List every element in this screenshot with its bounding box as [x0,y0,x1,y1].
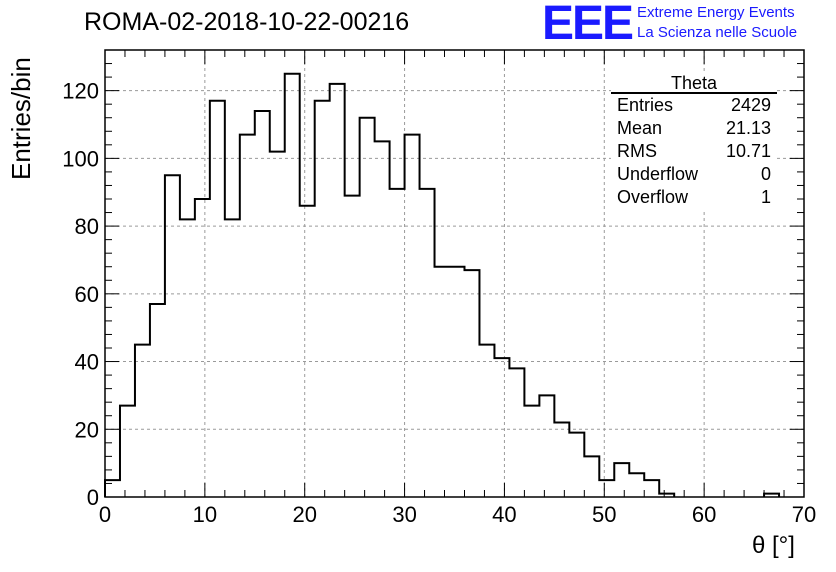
histogram-bin [479,345,494,497]
histogram-bin [599,480,614,497]
logo-line-1: Extreme Energy Events [637,4,795,21]
x-tick-label: 40 [492,502,516,527]
histogram-bin [569,433,584,497]
histogram-bin [165,175,180,497]
histogram-bin [150,304,165,497]
logo-line-2: La Scienza nelle Scuole [637,24,798,41]
stats-row-overflow: Overflow 1 [611,186,777,209]
histogram-bin [300,206,315,497]
histogram-bin [240,135,255,497]
histogram-bin [435,267,450,497]
histogram-bin [285,74,300,497]
histogram-bin [180,219,195,497]
logo-caption: Extreme Energy Events La Scienza nelle S… [637,3,797,43]
histogram-bin [614,463,629,497]
histogram-bin [135,345,150,497]
stats-label: Overflow [617,187,689,207]
y-tick-label: 40 [75,350,99,375]
y-axis-label: Entries/bin [6,57,36,180]
stats-row-underflow: Underflow 0 [611,163,777,186]
y-tick-label: 60 [75,282,99,307]
histogram-bin [450,267,465,497]
stats-value: 0 [760,164,771,184]
stats-title: Theta [611,74,777,94]
histogram-bin [105,480,120,497]
histogram-bin [524,406,539,497]
stats-value: 21.13 [725,118,771,138]
histogram-bin [195,199,210,497]
stats-label: Underflow [617,164,699,184]
x-tick-label: 20 [292,502,316,527]
stats-row-rms: RMS 10.71 [611,140,777,163]
plot-frame [104,49,805,498]
histogram-bin [330,84,345,497]
y-tick-label: 120 [62,79,99,104]
x-tick-label: 70 [792,502,816,527]
x-tick-label: 30 [392,502,416,527]
stats-value: 1 [760,187,771,207]
stats-label: RMS [617,141,657,161]
stats-value: 2429 [730,95,771,115]
histogram-bin [629,473,644,497]
stats-box: Theta Entries 2429 Mean 21.13 RMS 10.71 … [611,74,777,209]
y-tick-label: 20 [75,417,99,442]
histogram-bin [644,480,659,497]
x-tick-label: 60 [692,502,716,527]
histogram-bin [255,111,270,497]
eee-logo: EEE [542,0,634,50]
stats-value: 10.71 [725,141,771,161]
stats-label: Entries [617,95,674,115]
y-tick-label: 80 [75,214,99,239]
histogram-bin [554,423,569,498]
chart-title: ROMA-02-2018-10-22-00216 [84,8,410,36]
x-tick-label: 0 [99,502,111,527]
histogram-bin [494,358,509,497]
y-tick-label: 100 [62,146,99,171]
histogram-bin [270,152,285,497]
x-tick-label: 10 [193,502,217,527]
histogram-bin [345,196,360,497]
histogram-bin [584,456,599,497]
histogram-bin [375,141,390,497]
histogram-bin [120,406,135,497]
histogram-bin [210,101,225,497]
histogram-outline [104,72,781,497]
histogram-bin [405,135,420,497]
histogram-bin [509,368,524,497]
x-tick-label: 50 [592,502,616,527]
stats-label: Mean [617,118,663,138]
histogram-bin [315,101,330,497]
histogram-bin [360,118,375,497]
stats-row-mean: Mean 21.13 [611,117,777,140]
x-axis-label: θ [°] [752,532,795,559]
histogram-bin [420,189,435,497]
y-tick-label: 0 [87,485,99,510]
histogram-bin [390,189,405,497]
histogram-bin [464,270,479,497]
histogram-bin [225,219,240,497]
histogram-bin [539,395,554,497]
stats-row-entries: Entries 2429 [611,94,777,117]
